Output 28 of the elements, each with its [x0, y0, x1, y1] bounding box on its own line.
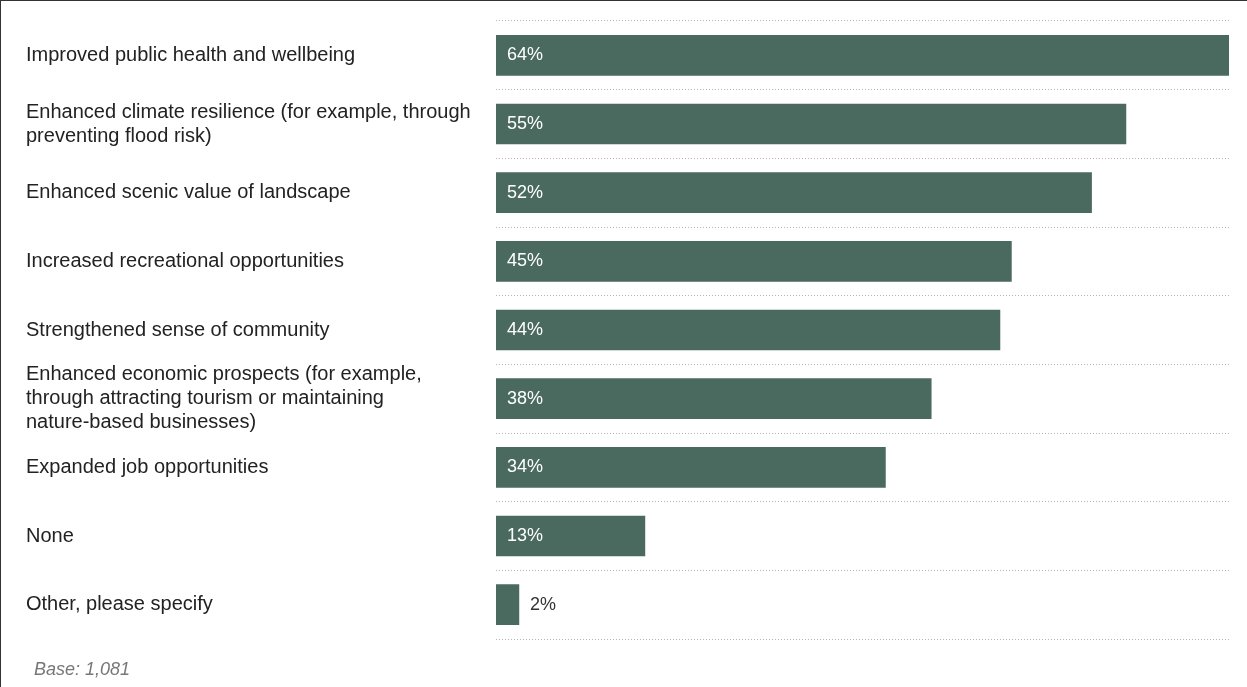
y-tick-label: Increased recreational opportunities — [26, 248, 344, 271]
y-tick-label: Strengthened sense of community — [26, 317, 330, 340]
y-tick-label: Expanded job opportunities — [26, 454, 269, 477]
bar — [496, 172, 1092, 213]
data-label: 45% — [507, 250, 544, 271]
text: Base: 1,081 — [34, 659, 131, 679]
bar — [496, 103, 1127, 145]
data-label: 52% — [507, 181, 544, 202]
bar — [496, 241, 1012, 282]
y-tick-label: Enhanced scenic value of landscape — [26, 180, 351, 203]
bar — [496, 309, 1001, 351]
data-label: 38% — [507, 387, 544, 408]
data-label: 13% — [507, 524, 544, 545]
bar — [496, 35, 1229, 76]
y-tick-label: Improved public health and wellbeing — [26, 42, 356, 65]
data-label: 2% — [529, 593, 556, 614]
bar — [496, 584, 520, 625]
y-tick-label: Enhanced climate resilience (for example, through preventing flood risk) — [26, 99, 471, 146]
bar — [496, 447, 886, 488]
y-tick-label: None — [26, 523, 74, 546]
data-label: 44% — [507, 318, 544, 339]
y-tick-label: Other, please specify — [26, 592, 213, 615]
data-label: 55% — [507, 112, 544, 133]
data-label: 64% — [507, 44, 544, 65]
bar — [496, 515, 646, 557]
bar — [496, 378, 932, 419]
y-tick-label: Enhanced economic prospects (for example, through attracting tourism or maintaining nature-based businesses) — [26, 362, 422, 433]
data-label: 34% — [507, 456, 544, 477]
